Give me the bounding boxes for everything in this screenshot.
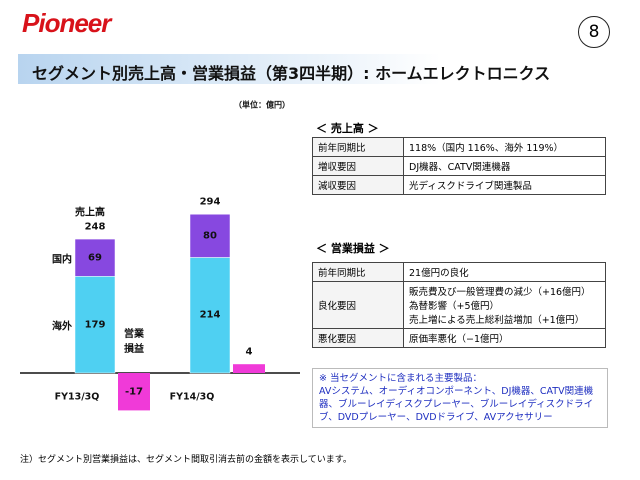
income-table: 前年同期比 21億円の良化 良化要因 販売費及び一般管理費の減少（+16億円） 為替影響… (312, 262, 606, 348)
row-label: 前年同期比 (312, 137, 404, 157)
page-number: 8 (578, 16, 610, 48)
bar-segment (74, 276, 116, 374)
income-bar (118, 373, 150, 411)
row-value: 光ディスクドライブ関連製品 (403, 175, 606, 195)
income-label: 4 (245, 346, 253, 358)
segment-label: 214 (199, 309, 221, 321)
segment-label: 179 (84, 319, 106, 331)
note-heading: ※ 当セグメントに含まれる主要製品： (319, 373, 482, 384)
income-label: -17 (124, 386, 144, 398)
total-label: 294 (199, 196, 221, 208)
table-row: 増収要因 DJ機器、CATV関連機器 (312, 156, 606, 176)
row-label: 減収要因 (312, 175, 404, 195)
note-text: AVシステム、オーディオコンポーネント、DJ機器、CATV関連機器、ブルーレイデ… (319, 386, 594, 423)
value-line: 販売費及び一般管理費の減少（+16億円） (409, 287, 591, 298)
row-value: 21億円の良化 (403, 262, 606, 282)
table-row: 悪化要因 原価率悪化（−1億円） (312, 328, 606, 348)
logo: Pioneer (22, 8, 111, 38)
bar-segment (189, 257, 231, 374)
row-label: 悪化要因 (312, 328, 404, 348)
table-row: 減収要因 光ディスクドライブ関連製品 (312, 175, 606, 195)
category-label: FY14/3Q (169, 391, 215, 403)
row-value: 原価率悪化（−1億円） (403, 328, 606, 348)
slide-title: セグメント別売上高・営業損益（第3四半期）: ホームエレクトロニクス (32, 64, 551, 83)
row-value: DJ機器、CATV関連機器 (403, 156, 606, 176)
table-row: 前年同期比 118%（国内 116%、海外 119%） (312, 137, 606, 157)
bar-segment (189, 213, 231, 258)
category-label: FY13/3Q (54, 391, 100, 403)
row-label: 良化要因 (312, 281, 404, 329)
row-label: 増収要因 (312, 156, 404, 176)
note-box: ※ 当セグメントに含まれる主要製品： AVシステム、オーディオコンポーネント、D… (312, 368, 608, 428)
bar-segment (74, 238, 116, 277)
value-line: 原価率悪化（−1億円） (409, 334, 509, 345)
value-line: 21億円の良化 (409, 268, 469, 279)
unit-label: （単位：億円） (234, 100, 290, 110)
income-name: 営業損益 (124, 329, 144, 355)
income-bar (233, 364, 265, 373)
series-label: 国内 (52, 254, 72, 266)
footnote: 注）セグメント別営業損益は、セグメント間取引消去前の金額を表示しています。 (20, 455, 352, 465)
series-label: 海外 (52, 321, 72, 333)
table-row: 前年同期比 21億円の良化 (312, 262, 606, 282)
sales-label: 売上高 (75, 207, 105, 219)
table-row: 良化要因 販売費及び一般管理費の減少（+16億円） 為替影響（+5億円） 売上増による… (312, 281, 606, 329)
segment-label: 80 (203, 230, 217, 242)
table-heading: ＜ 売上高 ＞ (316, 122, 379, 135)
title-bar (18, 54, 622, 84)
row-value: 販売費及び一般管理費の減少（+16億円） 為替影響（+5億円） 売上増による売上総利… (403, 281, 606, 329)
row-value: 118%（国内 116%、海外 119%） (403, 137, 606, 157)
total-label: 248 (84, 221, 106, 233)
table-heading: ＜ 営業損益 ＞ (316, 242, 390, 255)
row-label: 前年同期比 (312, 262, 404, 282)
value-line: 為替影響（+5億円） (409, 301, 500, 312)
value-line: 売上増による売上総利益増加（+1億円） (409, 315, 585, 326)
sales-table: 前年同期比 118%（国内 116%、海外 119%） 増収要因 DJ機器、CATV関… (312, 137, 606, 195)
segment-label: 69 (88, 252, 102, 264)
